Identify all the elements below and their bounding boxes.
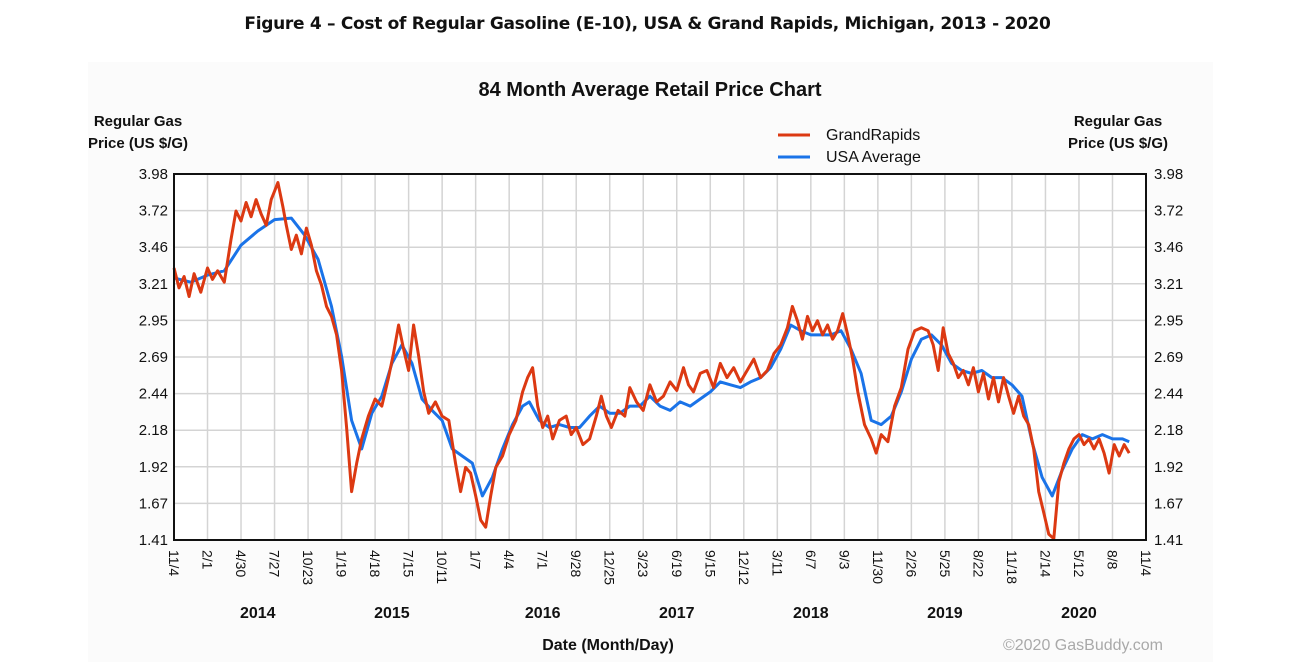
x-tick-label: 10/23 xyxy=(300,550,316,585)
plot-frame xyxy=(173,173,1147,541)
y-ticks-left: 3.98 3.72 3.46 3.21 2.95 2.69 2.44 2.18 1.92 1.67… xyxy=(139,166,168,549)
x-tick-label: 4/4 xyxy=(501,550,517,570)
y-tick-label-right: 1.41 xyxy=(1154,532,1183,549)
x-tick-label: 5/25 xyxy=(937,550,953,577)
x-tick-label: 8/22 xyxy=(970,550,986,577)
y-tick-label-left: 3.21 xyxy=(139,276,168,293)
y-tick-label-left: 3.46 xyxy=(139,239,168,256)
credit-text: ©2020 GasBuddy.com xyxy=(1003,637,1163,654)
x-tick-label: 11/4 xyxy=(166,550,182,576)
y-axis-label-right-line2: Price (US $/G) xyxy=(1068,135,1168,152)
y-tick-label-right: 1.67 xyxy=(1154,495,1183,512)
x-tick-label: 3/11 xyxy=(769,550,785,576)
y-tick-label-left: 1.92 xyxy=(139,459,168,476)
x-ticks: 11/4 2/1 4/30 7/27 10/23 1/19 4/18 7/15 10/11 1/7… xyxy=(166,550,1154,585)
x-tick-label: 4/30 xyxy=(233,550,249,577)
year-labels: 2014 2015 2016 2017 2018 2019 2020 xyxy=(240,605,1097,622)
y-axis-label-right-line1: Regular Gas xyxy=(1074,113,1162,130)
x-tick-label: 12/25 xyxy=(602,550,618,585)
x-tick-label: 9/28 xyxy=(568,550,584,577)
series-line-usa-average xyxy=(173,216,1130,498)
x-tick-label: 9/15 xyxy=(702,550,718,577)
price-chart: 84 Month Average Retail Price Chart Regu… xyxy=(88,79,1183,654)
year-label: 2018 xyxy=(793,605,829,622)
year-label: 2015 xyxy=(374,605,410,622)
x-tick-label: 4/18 xyxy=(367,550,383,577)
year-label: 2016 xyxy=(525,605,561,622)
y-tick-label-left: 2.18 xyxy=(139,422,168,439)
x-tick-label: 6/7 xyxy=(803,550,819,570)
y-tick-label-right: 1.92 xyxy=(1154,459,1183,476)
x-tick-label: 7/1 xyxy=(535,550,551,570)
y-tick-label-left: 1.67 xyxy=(139,495,168,512)
y-tick-label-right: 2.95 xyxy=(1154,312,1183,329)
y-tick-label-left: 2.69 xyxy=(139,349,168,366)
year-label: 2019 xyxy=(927,605,963,622)
y-tick-label-right: 2.69 xyxy=(1154,349,1183,366)
x-tick-label: 10/11 xyxy=(434,550,450,584)
x-tick-label: 8/8 xyxy=(1104,550,1120,570)
y-tick-label-right: 3.98 xyxy=(1154,166,1183,183)
y-axis-label-left-line2: Price (US $/G) xyxy=(88,135,188,152)
x-axis-label: Date (Month/Day) xyxy=(542,637,674,654)
y-axis-label-left-line1: Regular Gas xyxy=(94,113,182,130)
legend-label-grandrapids: GrandRapids xyxy=(826,127,920,144)
y-tick-label-left: 2.95 xyxy=(139,312,168,329)
chart-title: 84 Month Average Retail Price Chart xyxy=(478,79,821,101)
x-tick-label: 1/19 xyxy=(334,550,350,577)
x-tick-label: 11/18 xyxy=(1004,550,1020,584)
y-tick-label-left: 3.98 xyxy=(139,166,168,183)
legend: GrandRapids USA Average xyxy=(778,127,921,166)
y-tick-label-right: 3.72 xyxy=(1154,203,1183,220)
year-label: 2020 xyxy=(1061,605,1097,622)
x-tick-label: 2/14 xyxy=(1037,550,1053,577)
x-tick-label: 3/23 xyxy=(635,550,651,577)
series-lines xyxy=(172,181,1131,541)
y-tick-label-left: 2.44 xyxy=(139,386,168,403)
y-tick-label-left: 3.72 xyxy=(139,203,168,220)
legend-label-usa-average: USA Average xyxy=(826,149,921,166)
x-tick-label: 12/12 xyxy=(736,550,752,585)
y-ticks-right: 3.98 3.72 3.46 3.21 2.95 2.69 2.44 2.18 1.92 1.67… xyxy=(1154,166,1183,549)
x-tick-label: 2/26 xyxy=(903,550,919,577)
x-tick-label: 6/19 xyxy=(669,550,685,577)
year-label: 2017 xyxy=(659,605,695,622)
x-tick-label: 11/4 xyxy=(1138,550,1154,576)
y-tick-label-left: 1.41 xyxy=(139,532,168,549)
year-label: 2014 xyxy=(240,605,276,622)
x-tick-label: 2/1 xyxy=(200,550,216,570)
y-tick-label-right: 2.18 xyxy=(1154,422,1183,439)
x-tick-label: 7/27 xyxy=(267,550,283,577)
x-tick-label: 1/7 xyxy=(468,550,484,570)
y-tick-label-right: 3.21 xyxy=(1154,276,1183,293)
series-line-grandrapids xyxy=(172,181,1131,541)
x-tick-label: 11/30 xyxy=(870,550,886,584)
grid xyxy=(174,174,1146,540)
y-tick-label-right: 3.46 xyxy=(1154,239,1183,256)
x-tick-label: 5/12 xyxy=(1071,550,1087,577)
x-tick-label: 7/15 xyxy=(401,550,417,577)
x-tick-label: 9/3 xyxy=(836,550,852,570)
figure-title: Figure 4 – Cost of Regular Gasoline (E-1… xyxy=(244,14,1051,34)
chart-panel: 84 Month Average Retail Price Chart Regu… xyxy=(88,62,1213,662)
y-tick-label-right: 2.44 xyxy=(1154,386,1183,403)
